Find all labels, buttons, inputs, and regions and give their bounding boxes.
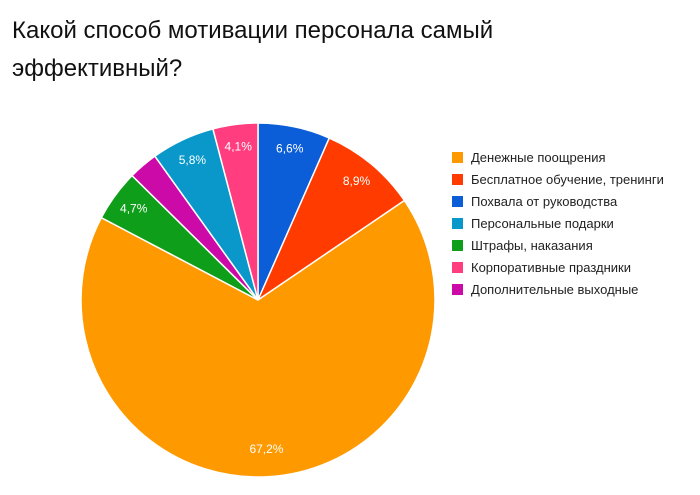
legend-label: Денежные поощрения: [471, 149, 606, 165]
legend-item-corporate-parties: Корпоративные праздники: [452, 256, 692, 278]
chart-legend: Денежные поощрения Бесплатное обучение, …: [452, 146, 692, 300]
legend-label: Похвала от руководства: [471, 193, 618, 209]
legend-item-free-training: Бесплатное обучение, тренинги: [452, 168, 692, 190]
legend-item-personal-gifts: Персональные подарки: [452, 212, 692, 234]
pie-slice-label: 4,7%: [120, 201, 148, 215]
legend-swatch-icon: [452, 239, 463, 251]
legend-swatch-icon: [452, 151, 463, 163]
pie-slice: [256, 137, 406, 303]
pie-slice-label: 4,1%: [225, 139, 253, 153]
legend-item-management-praise: Похвала от руководства: [452, 190, 692, 212]
legend-item-money-rewards: Денежные поощрения: [452, 146, 692, 168]
legend-item-penalties: Штрафы, наказания: [452, 234, 692, 256]
legend-swatch-icon: [452, 217, 463, 229]
legend-label: Бесплатное обучение, тренинги: [471, 171, 664, 187]
pie-slice-label: 8,9%: [343, 174, 371, 188]
legend-label: Персональные подарки: [471, 215, 614, 231]
legend-label: Штрафы, наказания: [471, 237, 593, 253]
legend-label: Дополнительные выходные: [471, 281, 639, 297]
legend-swatch-icon: [452, 283, 463, 295]
pie-slice: [80, 199, 436, 478]
legend-item-extra-days-off: Дополнительные выходные: [452, 278, 692, 300]
pie-slice-label: 67,2%: [249, 442, 283, 456]
pie-slice: [211, 122, 259, 301]
legend-swatch-icon: [452, 195, 463, 207]
legend-swatch-icon: [452, 261, 463, 273]
legend-swatch-icon: [452, 173, 463, 185]
chart-title: Какой способ мотивации персонала самый э…: [12, 17, 494, 82]
pie-slice-label: 5,8%: [179, 153, 207, 167]
pie-slice-label: 6,6%: [276, 141, 304, 155]
legend-label: Корпоративные праздники: [471, 259, 631, 275]
